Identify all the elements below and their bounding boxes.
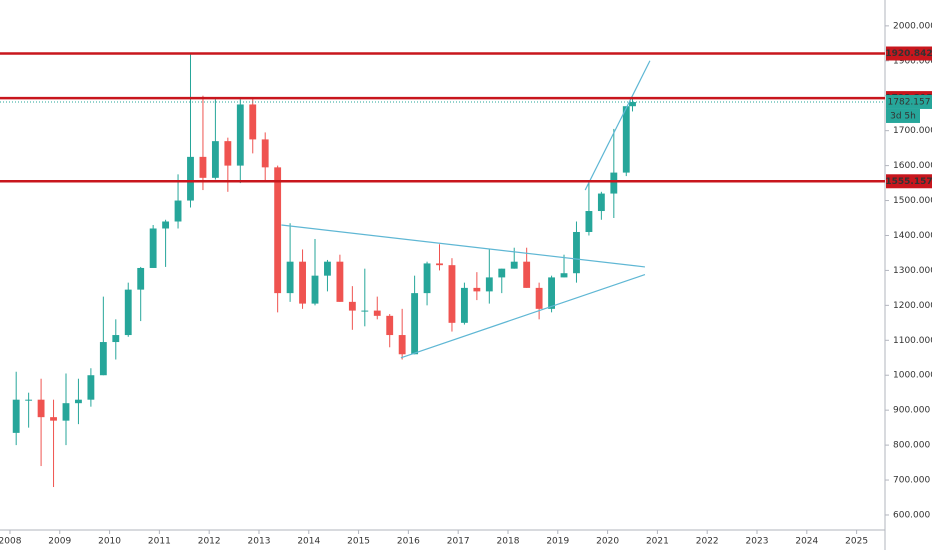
candle-body xyxy=(311,275,319,304)
countdown-label: 3d 5h xyxy=(890,111,916,121)
y-tick-label: 1900.000 xyxy=(893,56,932,66)
x-tick-label: 2020 xyxy=(596,537,619,547)
candle-body xyxy=(324,261,331,276)
candle-body xyxy=(398,335,406,355)
level-label: 1555.157 xyxy=(885,177,932,187)
y-tick-label: 1100.000 xyxy=(893,336,932,346)
candle-body xyxy=(610,172,618,194)
x-tick-label: 2008 xyxy=(0,537,22,547)
candle-body xyxy=(473,287,481,292)
candle-body xyxy=(336,261,344,302)
x-tick-label: 2025 xyxy=(845,537,868,547)
candle-body xyxy=(361,310,369,312)
candle-body xyxy=(348,301,356,311)
candle-body xyxy=(62,403,70,421)
y-tick-label: 600.000 xyxy=(893,510,930,520)
candle-body xyxy=(87,375,95,400)
candle-body xyxy=(573,231,580,274)
y-tick-label: 1300.000 xyxy=(893,266,932,276)
candle-body xyxy=(12,399,20,433)
x-tick-label: 2024 xyxy=(795,537,818,547)
x-tick-label: 2023 xyxy=(746,537,769,547)
trendline xyxy=(400,274,646,359)
y-tick-label: 1600.000 xyxy=(893,161,932,171)
x-tick-label: 2010 xyxy=(98,537,121,547)
candle-body xyxy=(448,265,456,323)
level-label-bg xyxy=(886,46,932,61)
x-tick-label: 2017 xyxy=(447,537,470,547)
candle-body xyxy=(460,287,468,323)
y-tick-label: 1400.000 xyxy=(893,231,932,241)
candle-body xyxy=(411,293,419,355)
y-tick-label: 1700.000 xyxy=(893,126,932,136)
candle-body xyxy=(236,104,244,166)
candle-body xyxy=(137,267,145,290)
countdown-bg xyxy=(886,108,920,123)
candle-body xyxy=(510,261,518,269)
candle-body xyxy=(622,106,630,173)
candle-body xyxy=(149,228,157,268)
x-tick-label: 2022 xyxy=(696,537,719,547)
candle-body xyxy=(124,289,132,336)
x-tick-label: 2011 xyxy=(148,537,171,547)
candle-body xyxy=(50,417,57,421)
candle-body xyxy=(187,156,194,201)
candle-body xyxy=(75,399,82,404)
candle-body xyxy=(224,141,232,166)
candle-body xyxy=(436,263,443,266)
y-tick-label: 700.000 xyxy=(893,476,930,486)
candle-body xyxy=(535,287,543,309)
last-price-label: 1782.157 xyxy=(888,97,931,107)
y-tick-label: 800.000 xyxy=(893,441,930,451)
candle-body xyxy=(386,315,394,336)
x-tick-label: 2009 xyxy=(48,537,71,547)
y-tick-label: 2000.000 xyxy=(893,21,932,31)
trendline xyxy=(584,60,651,191)
candle-body xyxy=(597,193,605,212)
last-price-label-bg xyxy=(886,94,932,109)
candle-body xyxy=(585,211,593,232)
candle-body xyxy=(548,277,555,309)
candle-body xyxy=(523,261,531,288)
candle-body xyxy=(25,399,33,401)
candle-body xyxy=(162,221,170,229)
candle-body xyxy=(485,277,493,292)
x-tick-label: 2013 xyxy=(248,537,271,547)
candle-body xyxy=(211,141,219,178)
x-tick-label: 2014 xyxy=(297,537,320,547)
x-tick-label: 2018 xyxy=(497,537,520,547)
trendline xyxy=(281,224,646,268)
x-tick-label: 2015 xyxy=(347,537,370,547)
candle-body xyxy=(629,102,636,107)
candle-body xyxy=(299,261,306,304)
candle-body xyxy=(274,167,282,294)
y-tick-label: 1500.000 xyxy=(893,196,932,206)
plot xyxy=(12,53,651,488)
x-tick-label: 2012 xyxy=(198,537,221,547)
candle-body xyxy=(560,273,568,278)
candle-body xyxy=(261,139,269,168)
level-label-bg xyxy=(886,174,932,189)
candle-body xyxy=(498,268,506,278)
candle-body xyxy=(423,263,431,294)
candle-body xyxy=(99,342,107,376)
x-tick-label: 2016 xyxy=(397,537,420,547)
candle-body xyxy=(373,310,381,316)
candle-body xyxy=(199,156,207,178)
x-tick-label: 2019 xyxy=(546,537,569,547)
y-tick-label: 900.000 xyxy=(893,406,930,416)
candle-body xyxy=(249,104,257,140)
candle-body xyxy=(286,261,294,294)
level-label: 1920.842 xyxy=(885,49,932,59)
candle-body xyxy=(112,335,120,343)
candle-body xyxy=(37,399,45,418)
y-tick-label: 1200.000 xyxy=(893,301,932,311)
candle-body xyxy=(174,200,182,222)
x-tick-label: 2021 xyxy=(646,537,669,547)
y-tick-label: 1000.000 xyxy=(893,371,932,381)
